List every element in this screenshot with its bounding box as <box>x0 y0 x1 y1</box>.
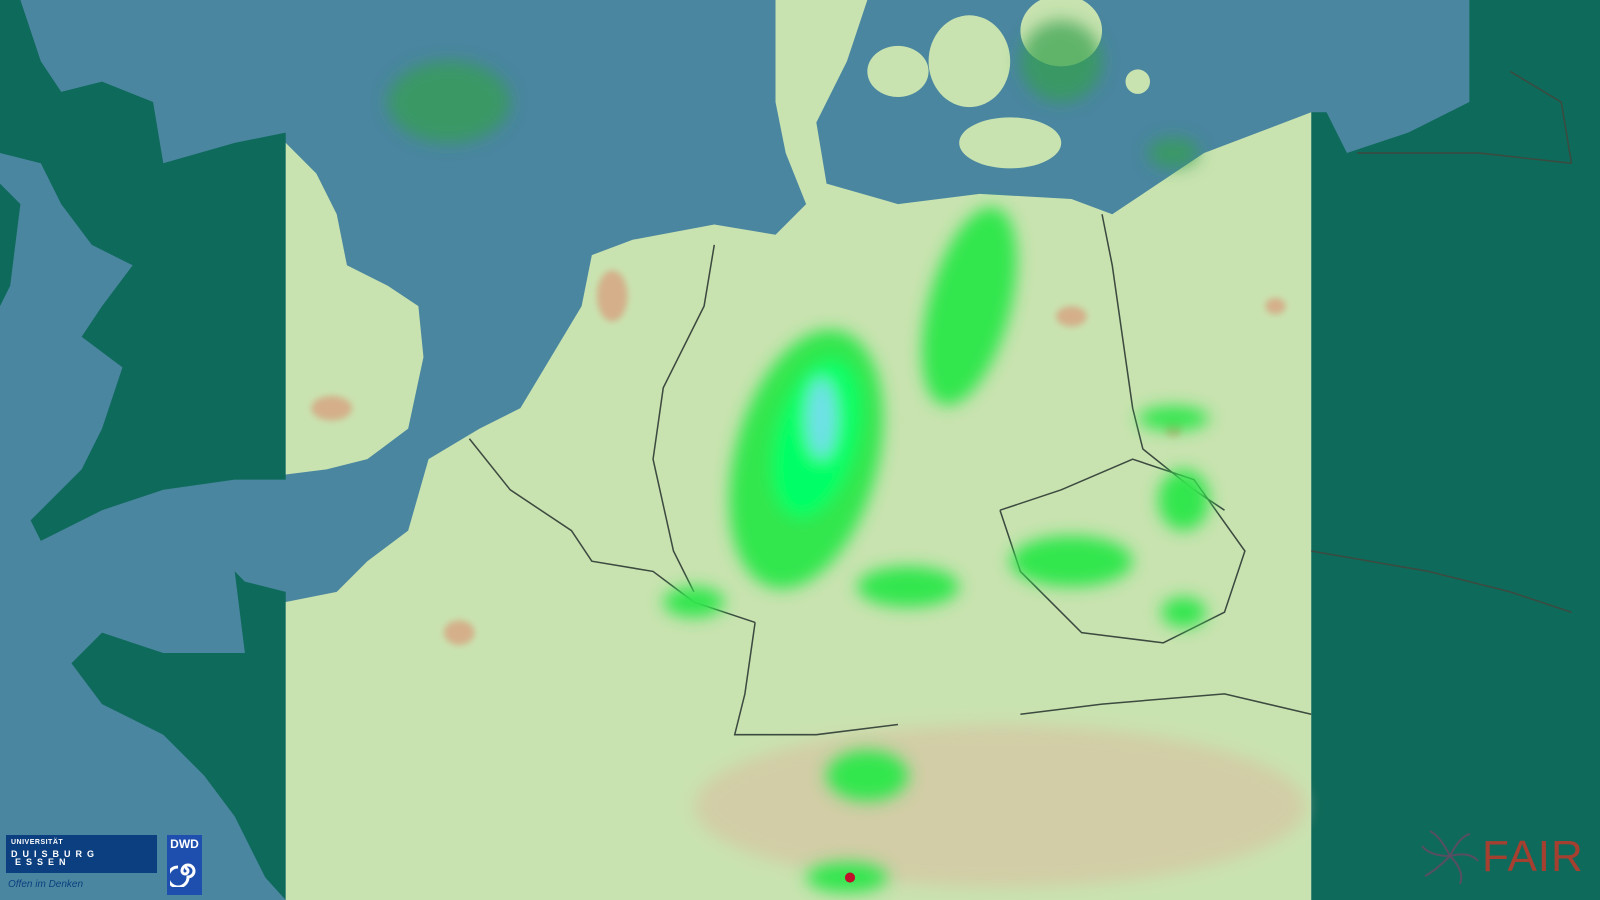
dwd-logo-text: DWD <box>170 837 199 851</box>
ireland-outside <box>0 183 21 307</box>
radar-echoes <box>387 20 1210 893</box>
england-domain <box>285 142 424 475</box>
great-britain-outside <box>0 0 286 541</box>
east-europe-outside <box>1311 0 1600 900</box>
danish-island <box>867 45 929 97</box>
danish-island <box>1125 69 1150 94</box>
fair-logo-text: FAIR <box>1482 832 1584 881</box>
dwd-logo: DWD <box>166 835 202 895</box>
heavy-rain-cell <box>844 872 856 883</box>
fair-logo: FAIR <box>1420 826 1600 886</box>
ude-logo-line1: UNIVERSITÄT <box>11 839 64 846</box>
alps <box>693 724 1307 888</box>
ude-logo-line2: DUISBURG <box>11 849 100 859</box>
university-duisburg-essen-logo: UNIVERSITÄT DUISBURG ESSEN <box>6 835 157 873</box>
urban-areas <box>311 270 1286 645</box>
starburst-icon <box>1421 830 1479 885</box>
france-west-outside <box>71 571 286 900</box>
ude-logo-line3: ESSEN <box>15 857 71 867</box>
spiral-icon <box>166 863 195 889</box>
danish-island <box>928 15 1011 108</box>
danish-island <box>959 117 1062 169</box>
ude-slogan: Offen im Denken <box>8 879 84 890</box>
